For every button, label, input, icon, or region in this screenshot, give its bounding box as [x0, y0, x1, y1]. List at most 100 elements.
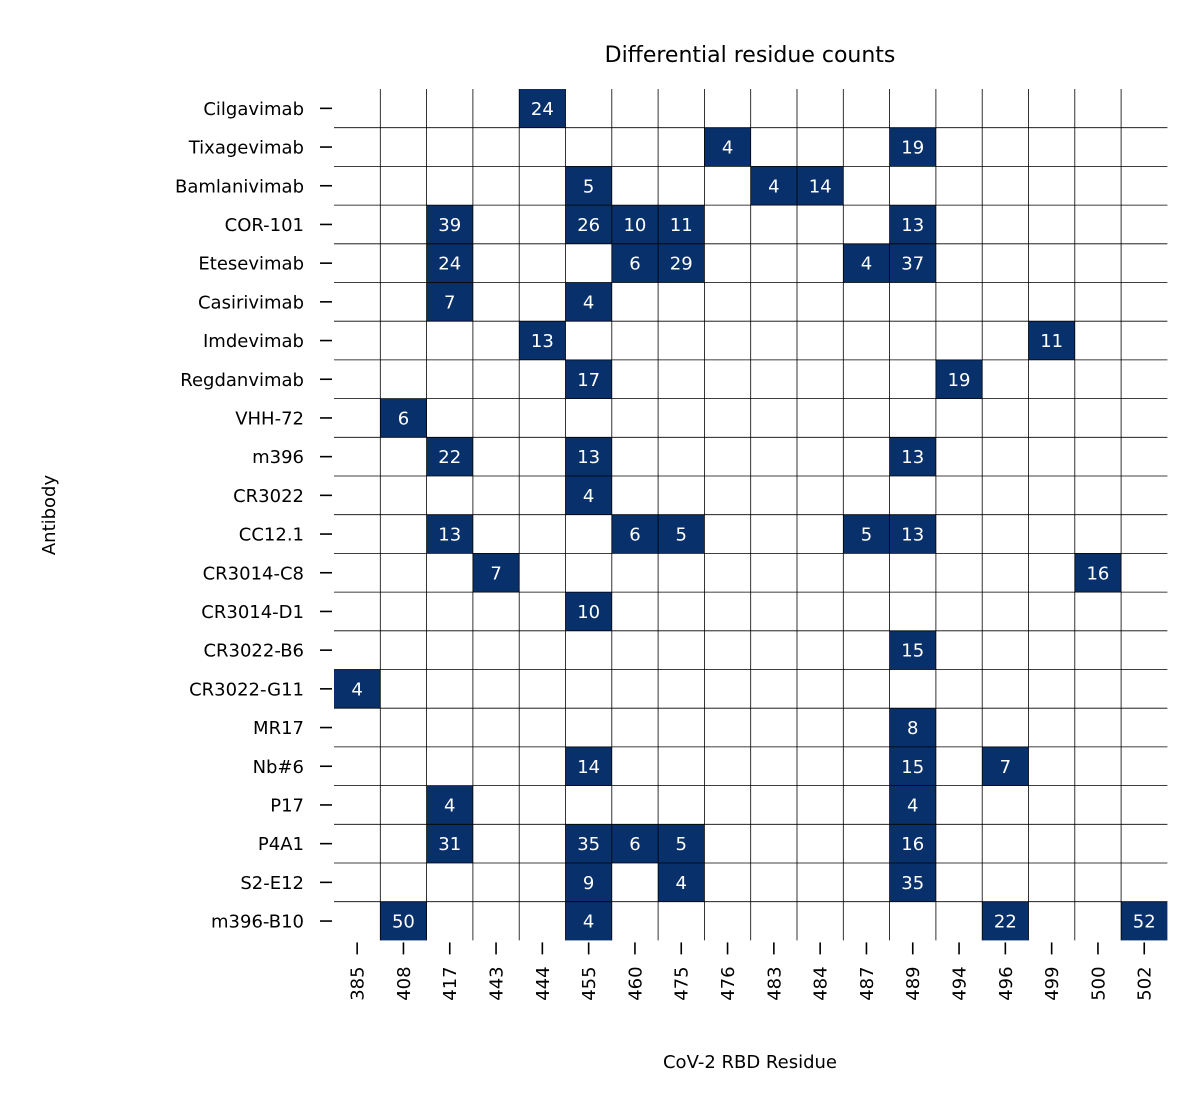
heatmap-cell [426, 205, 473, 244]
heatmap-cell [750, 166, 797, 206]
cell-value-label: 6 [629, 525, 640, 546]
heatmap-cell [426, 282, 473, 322]
y-tick-label: P17 [270, 795, 304, 816]
cell-value-label: 6 [629, 254, 640, 275]
x-axis-ticks: 385 408 417 443 444 455 460 475 476 483 484 487 489 4… [348, 942, 1156, 1001]
x-tick-label: 444 [533, 966, 554, 1000]
cell-value-label: 4 [583, 486, 594, 507]
y-tick-label: CR3014-D1 [201, 602, 304, 623]
cell-value-label: 50 [392, 912, 415, 933]
heatmap-cell [889, 437, 936, 476]
y-tick-label: Casirivimab [198, 292, 304, 313]
y-tick-label: COR-101 [225, 215, 304, 236]
heatmap-cell [982, 901, 1029, 941]
y-tick-label: Cilgavimab [203, 99, 304, 120]
cell-value-label: 11 [1040, 331, 1063, 352]
y-tick-label: m396 [252, 447, 304, 468]
heatmap-cell [426, 824, 473, 863]
heatmap-cell [565, 824, 612, 863]
cell-value-label: 13 [577, 447, 600, 468]
y-tick-label: m396-B10 [211, 912, 304, 933]
heatmap-cell [889, 746, 936, 786]
y-tick-label: Nb#6 [253, 757, 304, 778]
heatmap-cell [565, 282, 612, 322]
heatmap-cell [565, 746, 612, 786]
x-tick-label: 417 [440, 966, 461, 1000]
cell-value-label: 5 [861, 525, 872, 546]
cell-value-label: 13 [901, 215, 924, 236]
cell-value-label: 24 [438, 254, 461, 275]
cell-value-label: 10 [577, 602, 600, 623]
x-tick-label: 502 [1135, 966, 1156, 1000]
x-tick-label: 408 [394, 966, 415, 1000]
x-tick-label: 496 [996, 966, 1017, 1000]
cell-value-label: 4 [861, 254, 872, 275]
heatmap-cell [935, 359, 983, 399]
x-tick-label: 443 [487, 966, 508, 1000]
cell-value-label: 13 [901, 525, 924, 546]
cell-value-label: 16 [901, 834, 924, 855]
cell-value-label: 39 [438, 215, 461, 236]
x-tick-label: 494 [950, 966, 971, 1000]
heatmap-cell [889, 708, 936, 747]
cell-value-label: 7 [490, 563, 501, 584]
cell-value-label: 5 [676, 834, 687, 855]
x-tick-label: 499 [1042, 966, 1063, 1000]
x-tick-label: 484 [811, 966, 832, 1000]
y-axis-ticks: Cilgavimab Tixagevimab Bamlanivimab COR-101… [175, 99, 332, 933]
cell-value-label: 37 [901, 254, 924, 275]
heatmap-cell [889, 514, 936, 554]
heatmap-cell [658, 205, 705, 244]
y-tick-label: Tixagevimab [188, 138, 304, 159]
y-tick-label: Etesevimab [198, 254, 304, 275]
cell-value-label: 15 [901, 757, 924, 778]
cell-value-label: 31 [438, 834, 461, 855]
heatmap-cell [1028, 321, 1075, 360]
cell-value-label: 35 [577, 834, 600, 855]
x-tick-label: 489 [903, 966, 924, 1000]
cell-value-label: 6 [398, 408, 409, 429]
heatmap-cell [519, 321, 566, 360]
cell-value-label: 26 [577, 215, 600, 236]
heatmap-cell [472, 553, 520, 593]
heatmap-cells [334, 89, 1168, 941]
y-tick-label: CR3014-C8 [203, 563, 304, 584]
heatmap-cell [889, 127, 936, 167]
y-tick-label: CR3022 [233, 486, 304, 507]
cell-value-label: 6 [629, 834, 640, 855]
cell-value-label: 7 [1000, 757, 1011, 778]
heatmap-cell [565, 205, 612, 244]
x-tick-label: 500 [1088, 966, 1109, 1000]
heatmap-cell [565, 901, 612, 941]
cell-value-label: 7 [444, 292, 455, 313]
cell-value-label: 22 [438, 447, 461, 468]
cell-value-label: 4 [583, 912, 594, 933]
heatmap-cell [658, 514, 705, 554]
x-tick-label: 487 [857, 966, 878, 1000]
heatmap-cell [611, 514, 659, 554]
y-tick-label: CR3022-G11 [189, 679, 304, 700]
cell-value-label: 4 [768, 176, 779, 197]
cell-value-label: 11 [670, 215, 693, 236]
cell-value-label: 5 [676, 525, 687, 546]
cell-value-label: 16 [1086, 563, 1109, 584]
heatmap-cell [889, 630, 936, 670]
cell-value-label: 52 [1133, 912, 1156, 933]
heatmap-cell [1121, 901, 1168, 941]
heatmap-cell [565, 592, 612, 631]
cell-value-label: 4 [583, 292, 594, 313]
heatmap-cell [658, 824, 705, 863]
heatmap-cell [565, 166, 612, 206]
heatmap-cell [889, 785, 936, 825]
heatmap-cell [426, 514, 473, 554]
cell-value-label: 4 [351, 679, 362, 700]
heatmap-cell [611, 824, 659, 863]
cell-value-label: 13 [438, 525, 461, 546]
heatmap-cell [565, 359, 612, 399]
cell-value-label: 10 [623, 215, 646, 236]
heatmap-cell [565, 863, 612, 902]
heatmap-cell [426, 243, 473, 283]
heatmap-cell [334, 669, 381, 709]
cell-value-label: 5 [583, 176, 594, 197]
